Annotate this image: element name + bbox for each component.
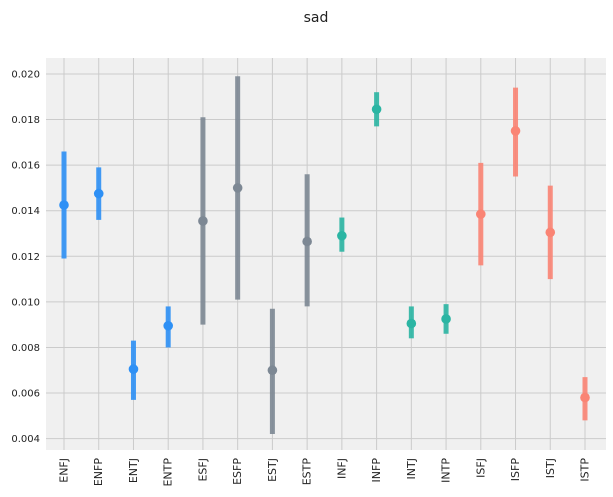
x-tick-label: ENTP xyxy=(162,458,175,487)
mean-point xyxy=(128,364,139,374)
mean-point xyxy=(510,126,521,136)
mean-point xyxy=(302,236,312,247)
mean-point xyxy=(59,200,69,210)
mean-point xyxy=(198,216,208,226)
mean-point xyxy=(337,230,347,241)
x-tick-label: INFJ xyxy=(335,458,348,479)
mean-point xyxy=(441,314,451,324)
mean-point xyxy=(93,188,104,199)
x-tick-label: ESTP xyxy=(301,458,314,486)
x-tick-label: INFP xyxy=(370,458,383,483)
x-tick-label: INTP xyxy=(440,458,453,483)
mean-point xyxy=(476,209,486,219)
data-marks xyxy=(59,76,590,435)
y-tick-label: 0.012 xyxy=(11,252,40,263)
y-tick-label: 0.014 xyxy=(11,206,40,217)
y-tick-label: 0.008 xyxy=(11,343,40,354)
mean-point xyxy=(163,320,173,331)
mean-point xyxy=(371,104,382,115)
y-tick-label: 0.018 xyxy=(11,115,40,126)
x-tick-label: INTJ xyxy=(405,458,418,479)
x-tick-label: ESTJ xyxy=(266,458,279,482)
mean-point xyxy=(267,365,278,376)
x-tick-label: ENTJ xyxy=(127,458,140,483)
mean-point xyxy=(232,183,243,193)
plot-background xyxy=(46,58,606,450)
y-tick-label: 0.006 xyxy=(11,389,40,400)
x-tick-label: ESFP xyxy=(231,458,244,485)
x-tick-label: ISTP xyxy=(579,458,592,482)
x-tick-label: ISTJ xyxy=(544,458,557,478)
chart-title: sad xyxy=(304,10,329,26)
y-tick-label: 0.020 xyxy=(11,69,40,80)
y-tick-label: 0.004 xyxy=(11,434,40,445)
x-tick-label: ISFJ xyxy=(474,458,487,478)
x-axis-ticks: ENFJ ENFP ENTJ ENTP ESFJ ESFP ESTJ ESTP INFJ INFP… xyxy=(58,458,592,487)
x-tick-label: ESFJ xyxy=(196,458,209,482)
x-tick-label: ENFJ xyxy=(58,458,71,483)
y-axis-ticks: 0.004 0.006 0.008 0.010 0.012 0.014 0.016 0.018… xyxy=(11,69,40,445)
x-tick-label: ISFP xyxy=(509,458,522,482)
mean-point xyxy=(580,392,590,403)
x-tick-label: ENFP xyxy=(92,458,105,487)
y-tick-label: 0.010 xyxy=(11,297,40,308)
mean-point xyxy=(406,318,417,329)
y-tick-label: 0.016 xyxy=(11,161,40,172)
mean-point xyxy=(545,227,556,238)
